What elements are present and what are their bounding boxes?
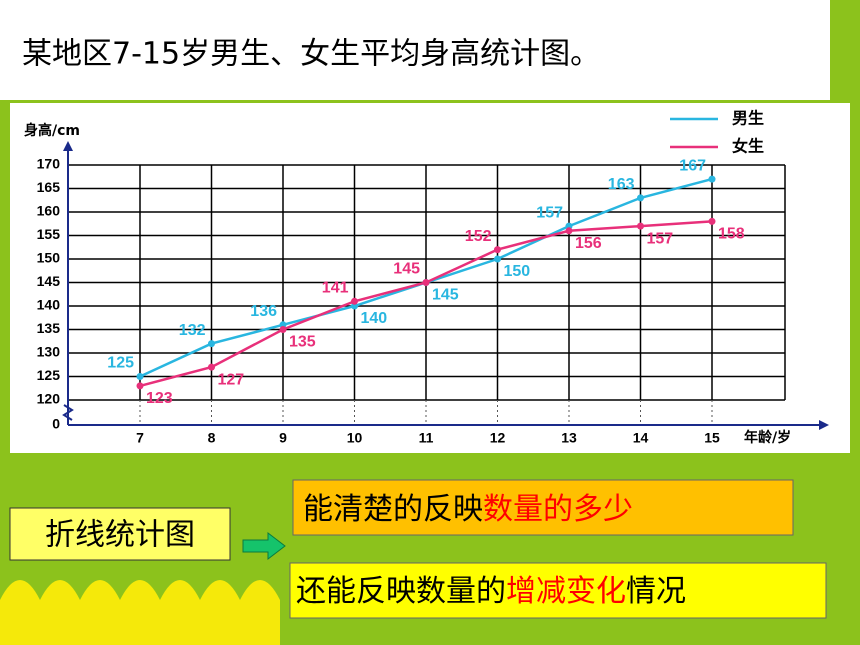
text-highlight: 增减变化 [506,574,626,609]
value-label: 127 [218,371,245,388]
value-label: 145 [432,287,459,304]
point [565,227,573,235]
y-tick-label: 165 [37,179,61,195]
axis-arrow [63,141,73,151]
y-tick-label: 160 [37,203,61,219]
value-label: 150 [504,263,531,280]
y-tick-label: 125 [37,367,61,383]
y-tick-label: 155 [37,226,61,242]
value-label: 152 [465,228,492,245]
text-highlight: 数量的多少 [483,492,633,527]
x-tick-label: 7 [136,430,144,446]
legend-label: 女生 [732,137,764,156]
point [637,194,644,202]
value-label: 141 [322,280,349,297]
point [494,246,501,254]
legend-label: 男生 [732,109,764,128]
x-tick-label: 12 [490,430,506,446]
value-label: 123 [146,390,173,407]
axis-break [62,404,74,421]
value-label: 167 [679,157,706,174]
y-tick-label: 150 [37,250,61,266]
point [708,217,716,225]
axis-arrow [819,420,829,430]
point [494,255,501,263]
x-axis-label: 年龄/岁 [744,429,791,446]
x-tick-label: 9 [279,430,287,446]
y-tick-label: 135 [37,320,61,336]
point [637,222,644,230]
x-tick-label: 11 [419,430,434,446]
value-label: 157 [647,230,674,247]
point [136,373,144,380]
point [279,326,287,333]
value-label: 157 [536,204,563,221]
value-label: 125 [107,355,134,372]
y-axis-label: 身高/cm [24,122,80,139]
point-text: 能清楚的反映数量的多少 [303,492,633,527]
value-label: 163 [608,176,635,193]
text-part: 还能反映数量的 [296,574,506,609]
y-tick-label: 140 [37,297,61,313]
chart-panel [10,103,850,453]
point [208,363,215,371]
slide-title: 某地区7-15岁男生、女生平均身高统计图。 [22,37,600,72]
y-tick-label: 170 [37,156,61,172]
label-box [9,507,231,561]
value-label: 158 [718,226,745,243]
x-tick-label: 8 [208,430,216,446]
value-label: 132 [179,322,206,339]
point [708,175,716,183]
point-text: 还能反映数量的增减变化情况 [296,574,686,609]
x-tick-label: 10 [347,430,363,446]
point-box [289,562,827,619]
point [422,279,430,286]
x-tick-label: 14 [633,430,649,446]
x-tick-label: 13 [561,430,577,446]
value-label: 135 [289,334,316,351]
value-label: 145 [393,261,420,278]
arrow [242,531,286,561]
x-tick-label: 15 [704,430,720,446]
point [136,382,144,390]
text-part: 能清楚的反映 [303,492,483,527]
y-tick-label: 130 [37,344,61,360]
point [351,297,358,305]
point-box [292,479,794,536]
title-bar [0,0,830,100]
label-text: 折线统计图 [45,518,195,553]
y-tick-label: 0 [52,416,60,432]
value-label: 140 [361,310,388,327]
y-tick-label: 120 [37,391,61,407]
value-label: 136 [250,303,277,320]
text-part: 情况 [626,574,686,609]
y-tick-label: 145 [37,273,61,289]
decor [0,580,280,645]
point [208,340,215,348]
value-label: 156 [575,235,602,252]
plot: 0 120 125 130 135 140 145 150 155 160 165 170 7 8 9 10 1… [24,109,829,446]
